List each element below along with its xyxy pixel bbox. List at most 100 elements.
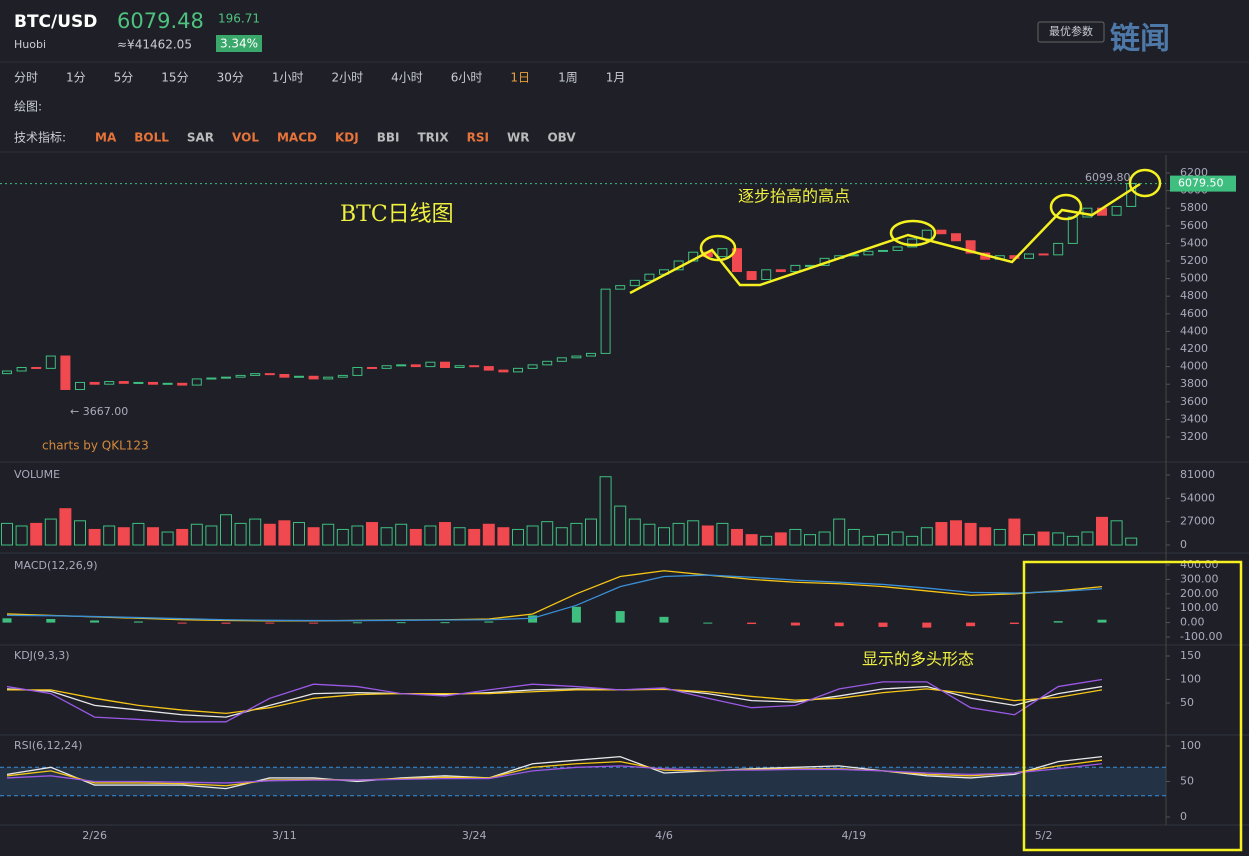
- indicator-button[interactable]: RSI: [467, 131, 489, 145]
- indicator-line: [6, 570, 1103, 622]
- volume-bar: [88, 528, 101, 546]
- volume-bar: [380, 527, 393, 546]
- y-tick-label: 300.00: [1180, 572, 1219, 585]
- timeframe-button[interactable]: 6小时: [451, 71, 483, 85]
- volume-bar: [1066, 535, 1079, 546]
- indicator-button[interactable]: KDJ: [335, 131, 359, 145]
- candle: [527, 364, 538, 369]
- indicator-button[interactable]: VOL: [232, 131, 259, 145]
- volume-bar: [964, 522, 977, 546]
- candle: [410, 364, 421, 368]
- volume-bar: [439, 522, 451, 546]
- candle: [279, 374, 290, 378]
- volume-bar: [614, 505, 627, 546]
- macd-bar: [484, 621, 494, 623]
- volume-bar: [74, 520, 86, 546]
- candle: [863, 250, 874, 256]
- candle: [1024, 253, 1034, 259]
- volume-bar: [979, 527, 992, 546]
- timeframe-button[interactable]: 15分: [161, 71, 188, 85]
- macd-bar: [309, 622, 319, 624]
- x-tick-label: 4/6: [655, 829, 673, 842]
- volume-bar: [409, 528, 422, 546]
- volume-bar: [833, 518, 846, 546]
- candle: [2, 370, 12, 375]
- volume-bar: [774, 532, 787, 546]
- candle: [1067, 216, 1078, 244]
- volume-bar: [555, 527, 568, 546]
- volume-bar: [1008, 518, 1021, 546]
- volume-bar: [804, 534, 816, 546]
- candle: [235, 374, 246, 378]
- macd-bar: [790, 622, 800, 626]
- y-tick-label: 200.00: [1180, 587, 1219, 600]
- param-button[interactable]: [1037, 21, 1105, 43]
- timeframe-button[interactable]: 1日: [510, 71, 530, 85]
- volume-bar: [570, 522, 583, 546]
- candle: [571, 355, 582, 359]
- indicator-button[interactable]: OBV: [547, 131, 576, 145]
- timeframe-button[interactable]: 30分: [217, 71, 244, 85]
- timeframe-button[interactable]: 1周: [558, 71, 578, 85]
- y-tick-label: 4400: [1180, 324, 1208, 337]
- macd-bar: [221, 622, 231, 624]
- candle: [75, 381, 85, 390]
- y-tick-label: -100.00: [1180, 630, 1222, 643]
- param-button-label[interactable]: 最优参数: [1049, 24, 1093, 38]
- macd-bar: [571, 606, 581, 623]
- macd-bar: [878, 622, 888, 627]
- candle: [600, 288, 611, 354]
- timeframe-button[interactable]: 1月: [606, 71, 626, 85]
- timeframe-button[interactable]: 分时: [14, 71, 38, 85]
- volume-bar: [1023, 534, 1035, 546]
- indicator-button[interactable]: MA: [95, 131, 117, 145]
- indicator-button[interactable]: TRIX: [417, 131, 449, 145]
- candle: [133, 381, 144, 384]
- indicator-button[interactable]: BOLL: [134, 131, 169, 145]
- timeframe-button[interactable]: 1分: [66, 71, 86, 85]
- candle: [177, 382, 188, 386]
- y-tick-label: 3200: [1180, 430, 1208, 443]
- y-tick-label: 3400: [1180, 412, 1208, 425]
- candle: [775, 269, 786, 273]
- panel-label: MACD(12,26,9): [14, 559, 98, 572]
- indicator-label: 技术指标:: [14, 130, 66, 145]
- volume-bar: [176, 528, 189, 546]
- indicator-button[interactable]: WR: [507, 131, 529, 145]
- volume-bar: [234, 522, 247, 546]
- candle: [367, 366, 377, 369]
- candle: [1053, 242, 1064, 256]
- y-tick-label: 0.00: [1180, 616, 1205, 629]
- volume-bar: [453, 527, 466, 546]
- candle: [586, 352, 596, 357]
- timeframe-button[interactable]: 4小时: [391, 71, 423, 85]
- candle: [381, 365, 392, 369]
- timeframe-button[interactable]: 1小时: [272, 71, 304, 85]
- timeframe-button[interactable]: 2小时: [332, 71, 364, 85]
- indicator-button[interactable]: BBI: [377, 131, 400, 145]
- indicator-button[interactable]: MACD: [277, 131, 317, 145]
- annotation: 逐步抬高的高点: [738, 187, 850, 206]
- candle: [498, 369, 509, 373]
- candle: [629, 279, 640, 287]
- candle: [60, 355, 71, 390]
- volume-bar: [249, 518, 262, 546]
- candle: [936, 229, 947, 235]
- timeframe-button[interactable]: 5分: [114, 71, 134, 85]
- high-label: 6099.80: [1085, 171, 1131, 184]
- volume-bar: [950, 520, 962, 546]
- volume-bar: [512, 528, 524, 546]
- candle: [892, 246, 903, 251]
- candle: [907, 238, 918, 248]
- macd-bar: [177, 622, 187, 624]
- volume-bar: [906, 535, 919, 546]
- indicator-button[interactable]: SAR: [187, 131, 214, 145]
- y-tick-label: 5000: [1180, 272, 1208, 285]
- chart-title: BTC日线图: [340, 202, 454, 227]
- y-tick-label: 150: [1180, 649, 1201, 662]
- last-price-box: [1170, 175, 1236, 192]
- macd-bar: [1097, 619, 1107, 623]
- panel-label: VOLUME: [14, 468, 60, 481]
- volume-bar: [1125, 537, 1138, 546]
- macd-bar: [352, 622, 362, 624]
